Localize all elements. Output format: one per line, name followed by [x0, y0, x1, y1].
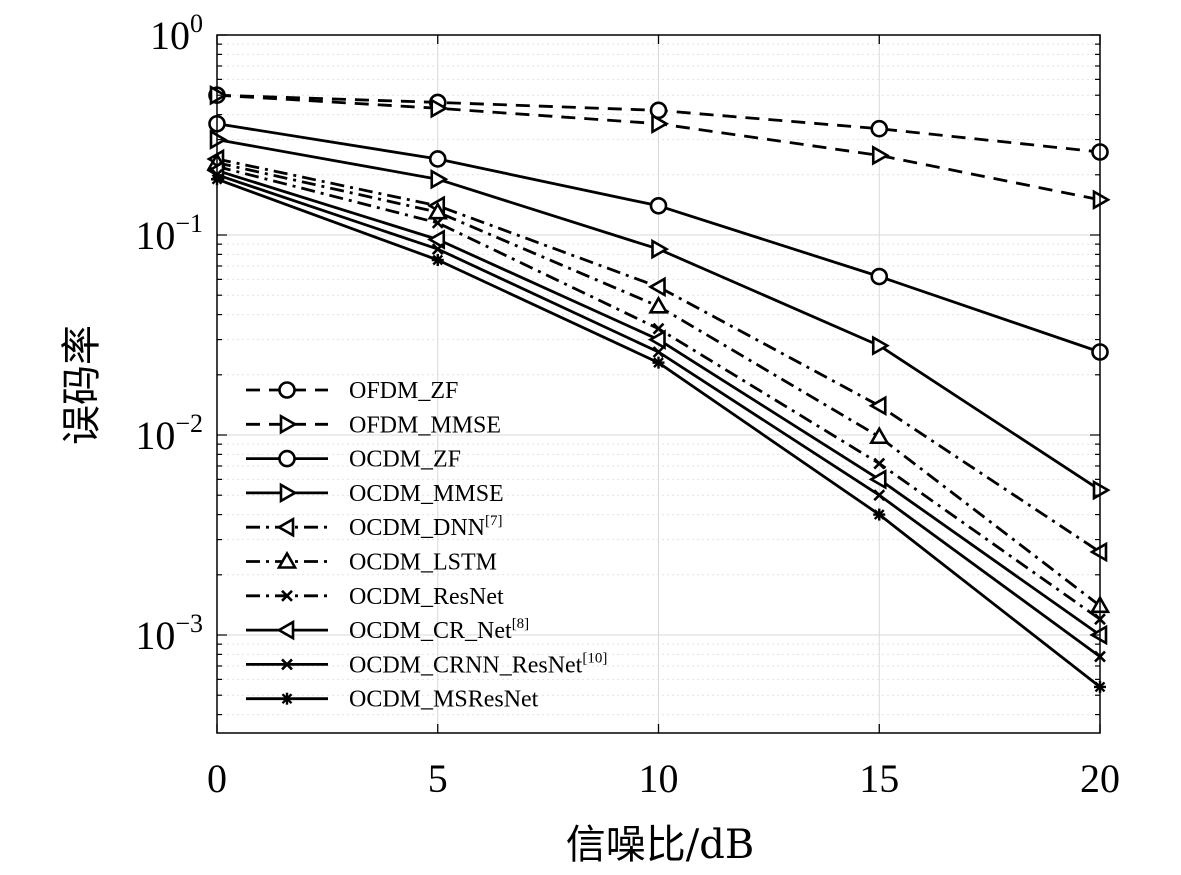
x-tick-label: 20 [1080, 756, 1120, 801]
legend-entry: OFDM_ZF [246, 378, 458, 404]
series-ocdm-lstm [206, 152, 1111, 614]
legend-marker [279, 414, 298, 435]
axis-ticks: 0 5 10 15 20 100 10−1 10−2 10−3 [135, 9, 1120, 801]
legend-marker [276, 619, 295, 641]
data-point [649, 196, 668, 215]
y-tick-label: 10−1 [135, 209, 203, 258]
legend-label: OCDM_MSResNet [349, 687, 539, 713]
legend-entry: OCDM_LSTM [246, 550, 497, 576]
y-axis-label: 误码率 [59, 325, 105, 445]
x-axis-label: 信噪比/dB [566, 822, 754, 868]
legend-label: OCDM_ResNet [349, 584, 504, 610]
data-point [647, 276, 666, 298]
data-point [871, 145, 890, 166]
data-point [430, 98, 449, 119]
data-point [652, 346, 665, 358]
data-point [873, 457, 886, 470]
legend-entry: OCDM_CR_Net[8] [246, 616, 529, 644]
data-point [868, 395, 887, 417]
data-point [1092, 479, 1111, 501]
legend-marker [281, 589, 293, 602]
legend-marker [278, 449, 296, 468]
legend-entry: OCDM_MSResNet [246, 687, 539, 713]
legend-label: OCDM_DNN[7] [349, 513, 503, 541]
data-point [1092, 189, 1111, 211]
legend-label: OFDM_ZF [349, 378, 458, 404]
data-point [427, 229, 446, 250]
data-point [1089, 541, 1108, 563]
series-ofdm-mmse [209, 84, 1111, 211]
legend-marker [278, 381, 296, 399]
data-point [873, 508, 886, 521]
x-tick-label: 5 [428, 756, 448, 801]
legend-marker [276, 516, 295, 538]
y-tick-label: 10−3 [135, 609, 203, 658]
x-tick-label: 0 [207, 756, 227, 801]
data-point [652, 356, 665, 369]
y-tick-label: 10−2 [135, 409, 203, 458]
data-point [430, 169, 449, 190]
data-point [651, 113, 670, 134]
data-point [427, 201, 448, 220]
data-point [648, 295, 669, 314]
legend-label: OCDM_CR_Net[8] [349, 616, 529, 644]
legend-entry: OCDM_MMSE [246, 481, 504, 507]
data-point [869, 426, 890, 445]
data-point [870, 119, 889, 138]
data-point [647, 329, 666, 350]
data-point [873, 489, 886, 502]
legend-label: OCDM_MMSE [349, 481, 504, 507]
series-line [216, 157, 1101, 554]
legend-entry: OCDM_ZF [246, 447, 461, 473]
legend-marker [281, 658, 293, 671]
series-ocdm-cr-net [206, 160, 1108, 646]
data-point [431, 243, 444, 256]
y-tick-label: 100 [150, 9, 203, 58]
legend: OFDM_ZF OFDM_MMSE OCDM_ZF OCDM_MMSE OCDM_DNN… [246, 378, 607, 713]
legend-entry: OCDM_ResNet [246, 584, 504, 610]
legend-marker [279, 482, 298, 504]
data-point [870, 267, 889, 286]
series-ocdm-zf [208, 114, 1109, 361]
legend-marker [276, 550, 298, 569]
legend-label: OFDM_MMSE [349, 412, 501, 438]
data-point [868, 469, 887, 490]
legend-entry: OFDM_MMSE [246, 412, 501, 438]
data-point [871, 335, 890, 356]
x-tick-label: 15 [859, 756, 899, 801]
legend-entry: OCDM_CRNN_ResNet[10] [246, 650, 607, 678]
legend-entry: OCDM_DNN[7] [246, 513, 503, 541]
x-tick-label: 10 [639, 756, 679, 801]
data-point [428, 150, 447, 168]
legend-marker [281, 692, 293, 705]
legend-label: OCDM_ZF [349, 447, 461, 473]
legend-label: OCDM_CRNN_ResNet[10] [349, 650, 607, 678]
data-point [651, 238, 670, 260]
data-point [431, 253, 444, 266]
data-point [431, 216, 444, 229]
legend-label: OCDM_LSTM [349, 550, 497, 576]
